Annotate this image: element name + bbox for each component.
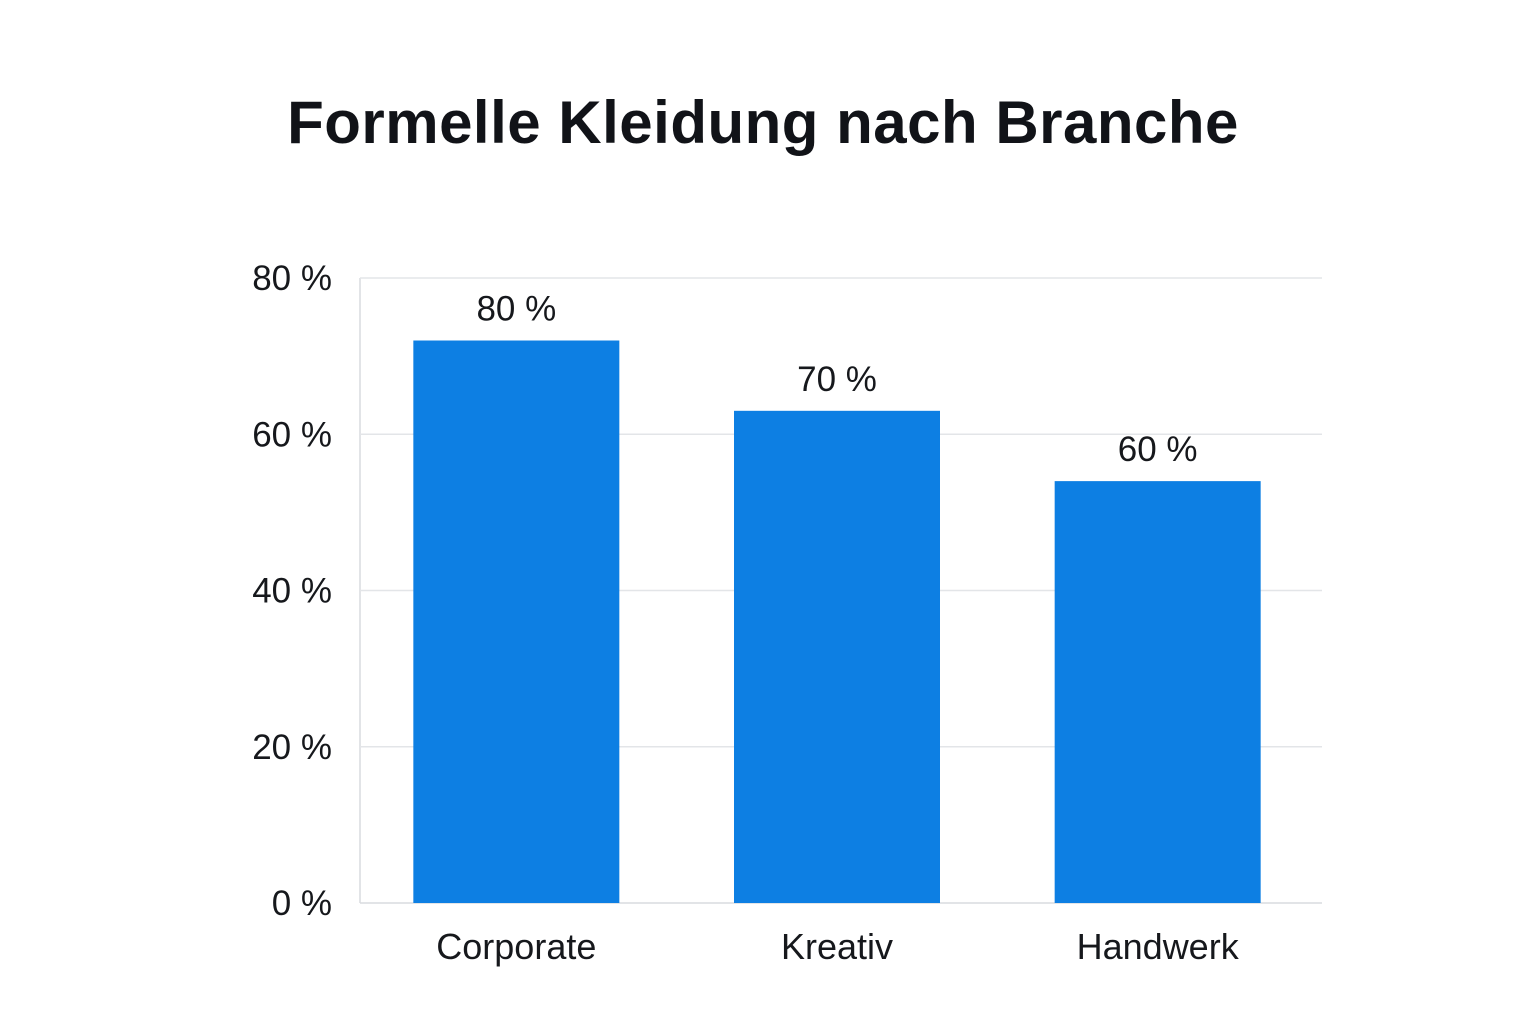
chart-title: Formelle Kleidung nach Branche: [287, 89, 1239, 156]
bar-kreativ: [734, 410, 940, 903]
bar-handwerk: [1054, 481, 1261, 903]
x-axis-categories: Corporate Kreativ Handwerk: [436, 926, 1239, 967]
value-label-corporate: 80 %: [476, 290, 556, 329]
category-label-handwerk: Handwerk: [1077, 926, 1240, 967]
bar-corporate: [413, 340, 620, 903]
y-tick-label-20: 20 %: [252, 728, 332, 767]
value-label-kreativ: 70 %: [797, 360, 877, 399]
category-label-corporate: Corporate: [436, 926, 596, 967]
y-axis-ticks: 0 % 20 % 40 % 60 % 80 %: [252, 259, 332, 923]
value-labels: 80 % 70 % 60 %: [476, 290, 1197, 470]
value-label-handwerk: 60 %: [1118, 430, 1198, 469]
y-tick-label-40: 40 %: [252, 572, 332, 611]
y-tick-label-0: 0 %: [272, 884, 332, 923]
category-label-kreativ: Kreativ: [781, 926, 893, 967]
bars: [413, 340, 1261, 903]
y-tick-label-60: 60 %: [252, 415, 332, 454]
y-tick-label-80: 80 %: [252, 259, 332, 298]
